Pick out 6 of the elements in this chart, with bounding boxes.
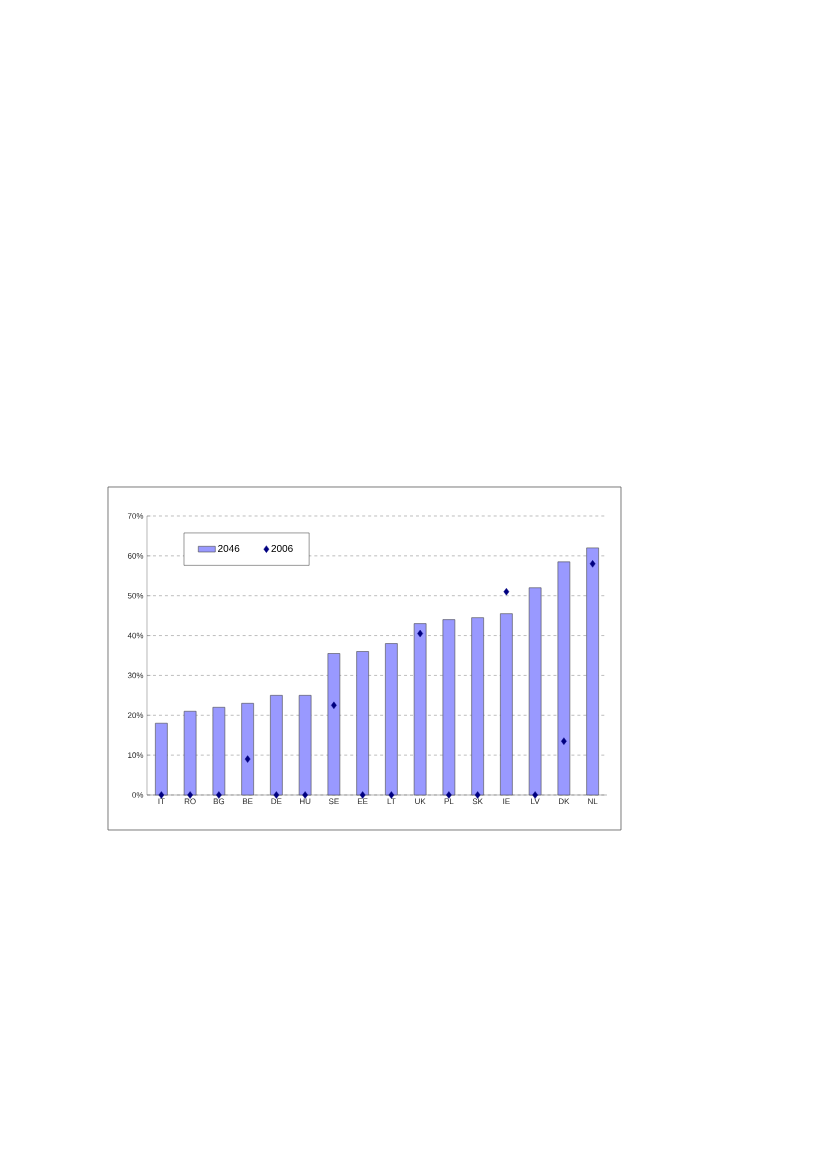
legend-label: 2006 [271, 544, 293, 552]
legend-label: 2046 [218, 544, 240, 552]
point [561, 737, 567, 745]
point [503, 588, 510, 596]
point [589, 560, 596, 568]
point [244, 755, 251, 763]
